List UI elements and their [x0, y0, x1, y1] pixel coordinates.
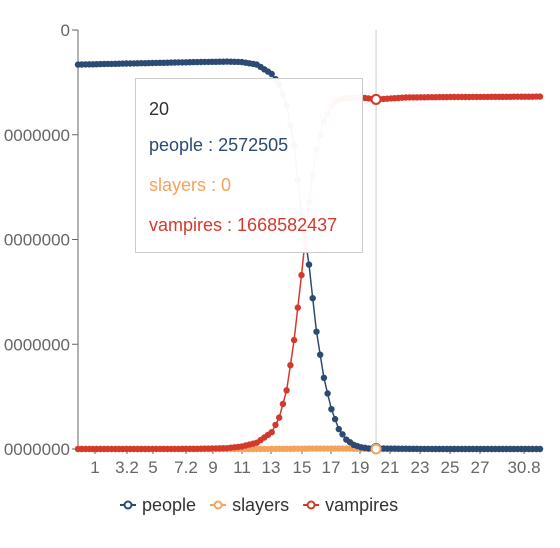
y-tick-label: 0000000	[4, 335, 70, 354]
data-point-people[interactable]	[317, 351, 324, 358]
data-point-people[interactable]	[305, 261, 313, 268]
x-tick-label: 21	[381, 458, 400, 477]
data-point-vampires[interactable]	[276, 414, 283, 421]
data-point-vampires[interactable]	[290, 336, 298, 344]
data-point-vampires[interactable]	[283, 387, 290, 394]
legend-marker-dot	[123, 500, 133, 510]
data-point-people[interactable]	[309, 295, 316, 302]
y-tick-label: 0000000	[4, 231, 70, 250]
x-tick-label: 27	[471, 458, 490, 477]
series-layer	[74, 58, 544, 453]
x-tick-label: 25	[441, 458, 460, 477]
tooltip-people: people : 2572505	[149, 135, 289, 155]
tooltip-slayers: slayers : 0	[149, 175, 232, 195]
data-point-vampires[interactable]	[294, 304, 301, 311]
data-point-people[interactable]	[313, 328, 320, 335]
data-point-people[interactable]	[335, 425, 342, 433]
data-point-people[interactable]	[268, 70, 275, 78]
hover-point-slayers	[370, 443, 382, 455]
x-tick-label: 1	[90, 458, 99, 477]
data-point-people[interactable]	[536, 445, 544, 453]
tooltip-people-value: 2572505	[218, 135, 289, 155]
chart-tooltip: 20 people : 2572505 slayers : 0 vampires…	[135, 78, 363, 253]
x-tick-label: 9	[208, 458, 217, 477]
tooltip-vampires-name: vampires	[149, 215, 223, 235]
tooltip-slayers-name: slayers	[149, 175, 207, 195]
y-tick-label: 0	[61, 21, 70, 40]
x-tick-label: 15	[293, 458, 312, 477]
x-tick-label: 17	[322, 458, 341, 477]
y-tick-label: 0000000	[4, 126, 70, 145]
data-point-people[interactable]	[331, 415, 339, 423]
series-people	[74, 58, 544, 453]
legend-marker-dot	[213, 500, 223, 510]
tooltip-x-value: 20	[149, 99, 170, 119]
legend-item-people[interactable]: people	[120, 495, 196, 515]
x-tick-label: 5	[148, 458, 157, 477]
legend[interactable]: people slayers vampires	[120, 495, 398, 515]
x-tick-label: 19	[351, 458, 370, 477]
x-tick-label: 23	[411, 458, 430, 477]
data-point-vampires[interactable]	[287, 362, 294, 369]
data-point-people[interactable]	[339, 431, 346, 438]
x-tick-label: 3.2	[115, 458, 139, 477]
data-point-vampires[interactable]	[536, 93, 544, 100]
tooltip-vampires: vampires : 1668582437	[149, 215, 338, 235]
data-point-vampires[interactable]	[268, 429, 275, 436]
legend-marker-dot	[306, 500, 316, 510]
legend-label: slayers	[232, 495, 289, 515]
legend-label: people	[142, 495, 196, 515]
legend-item-vampires[interactable]: vampires	[303, 495, 398, 515]
y-tick-label: 0000000	[4, 440, 70, 459]
tooltip-vampires-value: 1668582437	[237, 215, 338, 235]
data-point-people[interactable]	[328, 406, 335, 413]
cursor-layer	[370, 30, 382, 455]
data-point-people[interactable]	[324, 390, 331, 397]
data-point-people[interactable]	[320, 374, 328, 381]
data-point-vampires[interactable]	[298, 271, 305, 279]
legend-item-slayers[interactable]: slayers	[210, 495, 289, 515]
legend-label: vampires	[325, 495, 398, 515]
x-tick-label: 11	[233, 458, 251, 477]
x-tick-label: 13	[262, 458, 281, 477]
tooltip-people-name: people	[149, 135, 204, 155]
hover-point-vampires	[370, 93, 382, 105]
data-point-vampires[interactable]	[272, 421, 279, 429]
data-point-vampires[interactable]	[279, 400, 287, 408]
x-tick-label: 7.2	[174, 458, 198, 477]
x-tick-label: 30.8	[507, 458, 540, 477]
tooltip-slayers-value: 0	[221, 175, 232, 195]
